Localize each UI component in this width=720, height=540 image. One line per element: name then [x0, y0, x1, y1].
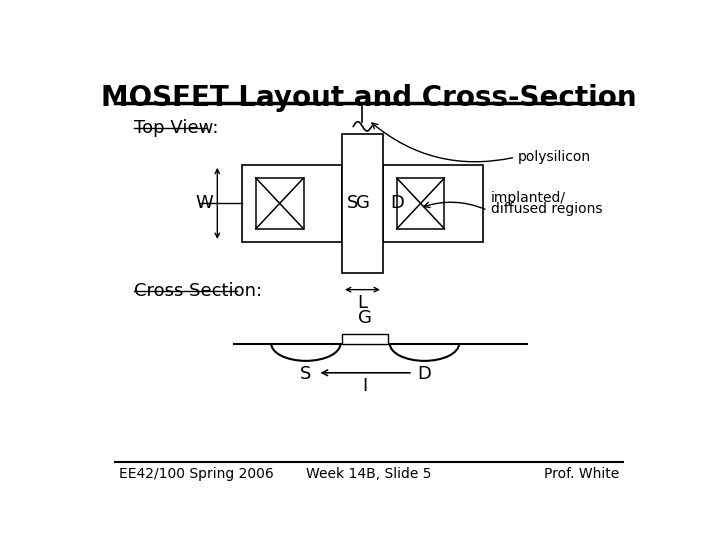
Text: L: L [357, 294, 367, 312]
Text: S: S [300, 365, 312, 383]
Text: D: D [418, 365, 431, 383]
Bar [342, 334, 388, 343]
Text: implanted/: implanted/ [490, 191, 566, 205]
Text: MOSFET Layout and Cross-Section: MOSFET Layout and Cross-Section [102, 84, 636, 112]
Text: diffused regions: diffused regions [490, 202, 602, 215]
Text: W: W [196, 194, 213, 212]
Text: S: S [346, 194, 358, 212]
Text: G: G [356, 194, 369, 212]
Text: Week 14B, Slide 5: Week 14B, Slide 5 [306, 467, 432, 481]
Text: polysilicon: polysilicon [518, 150, 590, 164]
Text: EE42/100 Spring 2006: EE42/100 Spring 2006 [119, 467, 274, 481]
Text: I: I [363, 377, 368, 395]
Text: Prof. White: Prof. White [544, 467, 619, 481]
Bar [397, 178, 444, 229]
Text: Cross Section:: Cross Section: [134, 282, 262, 300]
Bar [242, 165, 342, 242]
Bar [256, 178, 304, 229]
Bar [342, 134, 383, 273]
Text: G: G [359, 309, 372, 327]
Bar [383, 165, 483, 242]
Text: D: D [390, 194, 404, 212]
Text: Top View:: Top View: [134, 119, 219, 137]
